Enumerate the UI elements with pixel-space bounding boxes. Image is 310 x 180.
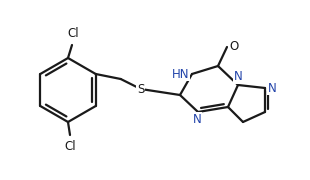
Text: N: N <box>234 70 242 83</box>
Text: S: S <box>137 82 144 96</box>
Text: N: N <box>193 113 202 126</box>
Text: HN: HN <box>171 68 189 80</box>
Text: Cl: Cl <box>64 140 76 153</box>
Text: N: N <box>268 82 277 94</box>
Text: O: O <box>229 39 238 53</box>
Text: Cl: Cl <box>67 27 79 40</box>
